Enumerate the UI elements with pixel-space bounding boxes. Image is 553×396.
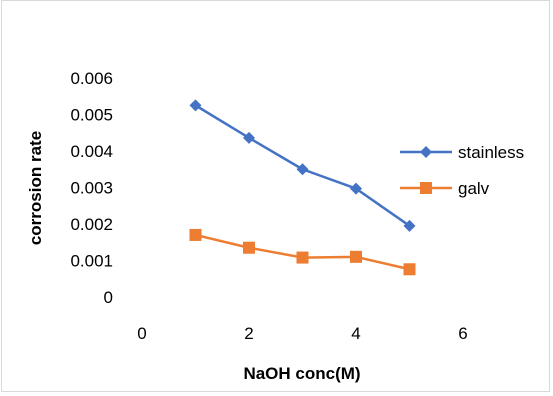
data-point bbox=[296, 251, 309, 264]
x-tick-label: 0 bbox=[137, 324, 146, 343]
data-point bbox=[189, 228, 202, 241]
data-point bbox=[350, 250, 362, 263]
y-tick-label: 0 bbox=[104, 288, 113, 307]
legend-item-stainless: stainless bbox=[400, 143, 524, 162]
legend: stainless galv bbox=[400, 143, 524, 198]
y-tick-label: 0.005 bbox=[70, 106, 113, 125]
x-axis-title: NaOH conc(M) bbox=[243, 364, 360, 383]
y-tick-label: 0.002 bbox=[70, 215, 113, 234]
data-point bbox=[243, 241, 255, 254]
data-point bbox=[403, 263, 416, 276]
y-tick-label: 0.004 bbox=[70, 142, 113, 161]
legend-item-galv: galv bbox=[400, 179, 490, 198]
x-tick-label: 4 bbox=[351, 324, 360, 343]
data-point bbox=[243, 131, 255, 144]
series-stainless bbox=[189, 99, 416, 232]
data-point bbox=[350, 182, 362, 195]
x-tick-label: 2 bbox=[244, 324, 253, 343]
data-point bbox=[296, 163, 309, 176]
y-axis-ticks: 0 0.001 0.002 0.003 0.004 0.005 0.006 bbox=[70, 69, 113, 307]
y-tick-label: 0.003 bbox=[70, 179, 113, 198]
legend-label: stainless bbox=[458, 143, 524, 162]
legend-marker bbox=[420, 182, 432, 194]
y-tick-label: 0.006 bbox=[70, 69, 113, 88]
data-point bbox=[189, 99, 202, 112]
y-axis-title: corrosion rate bbox=[26, 131, 45, 245]
data-point bbox=[403, 219, 416, 232]
series-layer bbox=[189, 99, 416, 276]
legend-label: galv bbox=[458, 179, 490, 198]
x-axis-ticks: 0 2 4 6 bbox=[137, 324, 467, 343]
series-galv bbox=[189, 228, 416, 276]
y-tick-label: 0.001 bbox=[70, 252, 113, 271]
legend-marker bbox=[420, 146, 432, 158]
x-tick-label: 6 bbox=[458, 324, 467, 343]
